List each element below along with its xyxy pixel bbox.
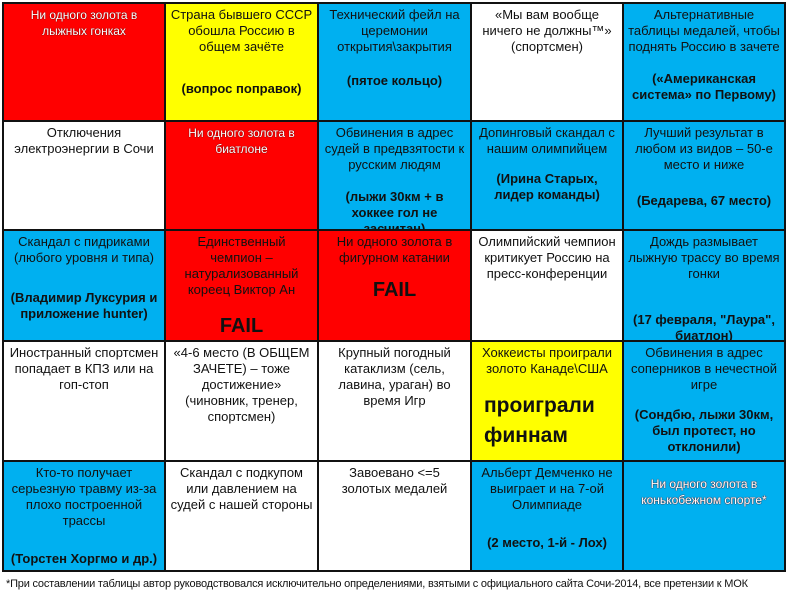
- bingo-cell: Единственный чемпион – натурализованный …: [166, 231, 319, 342]
- cell-text: Ни одного золота в биатлоне: [188, 126, 295, 156]
- bingo-cell: Допинговый скандал с нашим олимпийцем (Ир…: [472, 122, 624, 231]
- cell-note: (вопрос поправок): [181, 81, 302, 96]
- cell-note: (Владимир Луксурия и приложение hunter): [10, 290, 158, 321]
- bingo-table: Ни одного золота в лыжных гонках Страна б…: [2, 2, 786, 572]
- cell-big: FAIL: [219, 315, 264, 337]
- bingo-cell: Обвинения в адрес соперников в нечестной…: [624, 342, 786, 462]
- bingo-cell: Альтернативные таблицы медалей, чтобы по…: [624, 4, 786, 122]
- bingo-cell: Иностранный спортсмен попадает в КПЗ или…: [4, 342, 166, 462]
- cell-note: (17 февраля, "Лаура", биатлон): [633, 312, 775, 342]
- bingo-cell: Олимпийский чемпион критикует Россию на …: [472, 231, 624, 342]
- cell-text: Обвинения в адрес соперников в нечестной…: [630, 345, 778, 392]
- cell-note: (лыжи 30км + в хоккее гол не засчитан): [345, 189, 444, 231]
- cell-note: (пятое кольцо): [346, 73, 443, 88]
- bingo-cell: Скандал с пидриками (любого уровня и тип…: [4, 231, 166, 342]
- bingo-cell: Крупный погодный катаклизм (сель, лавина…: [319, 342, 472, 462]
- footnote: *При составлении таблицы автор руководст…: [6, 578, 748, 590]
- cell-text: Страна бывшего СССР обошла Россию в обще…: [170, 7, 313, 54]
- cell-text: Единственный чемпион – натурализованный …: [184, 234, 299, 297]
- bingo-cell: Ни одного золота в биатлоне: [166, 122, 319, 231]
- bingo-cell: Кто-то получает серьезную травму из-за п…: [4, 462, 166, 572]
- cell-text: Лучший результат в любом из видов – 50-е…: [635, 125, 773, 172]
- cell-text: Альтернативные таблицы медалей, чтобы по…: [628, 7, 780, 54]
- bingo-cell: Технический фейл на церемонии открытия\з…: [319, 4, 472, 122]
- bingo-cell: Лучший результат в любом из видов – 50-е…: [624, 122, 786, 231]
- cell-huge: проиграли финнам: [484, 394, 595, 447]
- cell-text: Хоккеисты проиграли золото Канаде\США: [482, 345, 612, 376]
- cell-note: (Торстен Хоргмо и др.): [10, 551, 158, 566]
- cell-note: («Американская система» по Первому): [632, 71, 776, 102]
- cell-note: (Ирина Старых, лидер команды): [494, 171, 600, 202]
- bingo-cell: Ни одного золота в фигурном катании FAIL: [319, 231, 472, 342]
- cell-text: Отключения электроэнергии в Сочи: [14, 125, 154, 156]
- cell-text: Скандал с пидриками (любого уровня и тип…: [14, 234, 154, 265]
- cell-text: Скандал с подкупом или давлением на суде…: [170, 465, 313, 512]
- cell-text: Ни одного золота в фигурном катании: [336, 234, 453, 265]
- cell-text: Дождь размывает лыжную трассу во время г…: [628, 234, 780, 281]
- bingo-cell: Отключения электроэнергии в Сочи: [4, 122, 166, 231]
- cell-text: Обвинения в адрес судей в предвзятости к…: [324, 125, 465, 172]
- bingo-cell: Скандал с подкупом или давлением на суде…: [166, 462, 319, 572]
- bingo-cell: Завоевано <=5 золотых медалей: [319, 462, 472, 572]
- cell-text: «Мы вам вообще ничего не должны™» (спорт…: [482, 7, 612, 54]
- cell-text: Альберт Демченко не выиграет и на 7-ой О…: [481, 465, 613, 512]
- bingo-cell: Альберт Демченко не выиграет и на 7-ой О…: [472, 462, 624, 572]
- bingo-cell: Обвинения в адрес судей в предвзятости к…: [319, 122, 472, 231]
- cell-text: Олимпийский чемпион критикует Россию на …: [478, 234, 616, 281]
- cell-text: Технический фейл на церемонии открытия\з…: [329, 7, 460, 54]
- bingo-cell: Ни одного золота в конькобежном спорте*: [624, 462, 786, 572]
- bingo-cell: Страна бывшего СССР обошла Россию в обще…: [166, 4, 319, 122]
- bingo-cell: «Мы вам вообще ничего не должны™» (спорт…: [472, 4, 624, 122]
- cell-text: «4-6 место (В ОБЩЕМ ЗАЧЕТЕ) – тоже дости…: [173, 345, 310, 424]
- cell-text: Ни одного золота в лыжных гонках: [30, 8, 138, 38]
- cell-note: (Бедарева, 67 место): [636, 193, 772, 208]
- cell-note: (2 место, 1-й - Лох): [487, 535, 607, 550]
- cell-big: FAIL: [372, 279, 417, 301]
- cell-text: Иностранный спортсмен попадает в КПЗ или…: [9, 345, 159, 392]
- bingo-cell: Дождь размывает лыжную трассу во время г…: [624, 231, 786, 342]
- bingo-cell: Хоккеисты проиграли золото Канаде\США про…: [472, 342, 624, 462]
- bingo-cell: «4-6 место (В ОБЩЕМ ЗАЧЕТЕ) – тоже дости…: [166, 342, 319, 462]
- cell-text: Крупный погодный катаклизм (сель, лавина…: [338, 345, 451, 408]
- cell-note: (Сондбю, лыжи 30км, был протест, но откл…: [634, 407, 774, 454]
- bingo-cell: Ни одного золота в лыжных гонках: [4, 4, 166, 122]
- cell-text: Ни одного золота в конькобежном спорте*: [641, 477, 767, 507]
- cell-text: Допинговый скандал с нашим олимпийцем: [479, 125, 615, 156]
- cell-text: Завоевано <=5 золотых медалей: [341, 465, 448, 496]
- cell-text: Кто-то получает серьезную травму из-за п…: [11, 465, 157, 528]
